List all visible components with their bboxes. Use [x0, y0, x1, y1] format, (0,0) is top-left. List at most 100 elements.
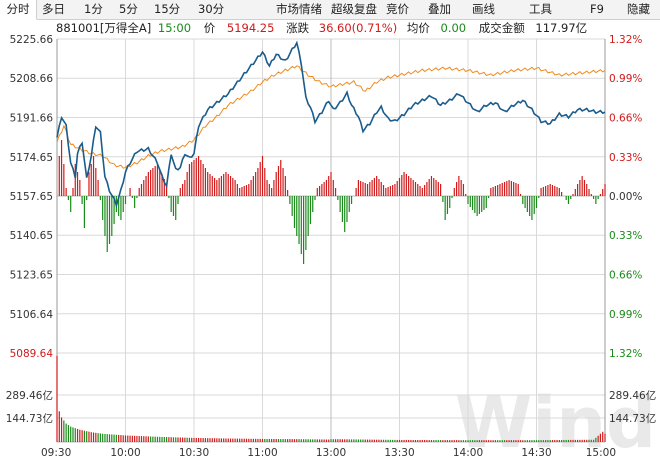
volume-bar: [152, 436, 154, 442]
momentum-bar: [95, 168, 97, 196]
volume-bar: [277, 439, 280, 442]
tab-5min[interactable]: 5分: [119, 2, 138, 16]
momentum-bar: [328, 176, 330, 196]
momentum-bar: [152, 168, 154, 196]
volume-bar: [455, 440, 458, 442]
volume-bar: [519, 440, 522, 442]
volume-bar: [337, 439, 339, 442]
momentum-bar: [216, 180, 218, 196]
volume-bar: [440, 440, 442, 442]
momentum-bar: [298, 196, 300, 244]
volume-bar: [241, 438, 243, 442]
momentum-bar: [524, 196, 526, 208]
momentum-bar: [556, 187, 558, 196]
momentum-bar: [348, 196, 350, 212]
index-code: 881001[万得全A]: [56, 21, 152, 35]
volume-tick-label-right: 289.46亿: [609, 389, 656, 402]
volume-bar: [595, 437, 597, 442]
momentum-bar: [382, 185, 385, 196]
tab-1min[interactable]: 1分: [84, 2, 103, 16]
volume-tick-label: 144.73亿: [6, 412, 53, 425]
price-label: 价: [203, 21, 216, 35]
time-tick-label: 09:30: [41, 447, 71, 459]
super-review-button[interactable]: 超级复盘: [331, 2, 377, 16]
volume-bar: [79, 429, 81, 442]
volume-bar: [346, 439, 348, 442]
momentum-bar: [197, 156, 200, 196]
momentum-bar: [581, 176, 583, 196]
volume-bar: [118, 434, 120, 442]
momentum-bar: [501, 183, 503, 196]
momentum-bar: [588, 189, 590, 196]
momentum-bar: [540, 188, 542, 196]
volume-bar: [554, 440, 556, 442]
f9-button[interactable]: F9: [590, 2, 604, 16]
momentum-bar: [364, 183, 366, 196]
percent-tick-label: 0.00%: [609, 191, 642, 203]
momentum-bar: [334, 188, 337, 196]
volume-bar: [145, 436, 147, 442]
momentum-bar: [604, 184, 606, 196]
volume-bar: [325, 439, 328, 442]
auction-button[interactable]: 竞价: [386, 2, 409, 16]
momentum-bar: [538, 196, 540, 198]
volume-bar: [120, 435, 122, 442]
momentum-bar: [184, 180, 186, 196]
volume-bar: [586, 439, 588, 442]
tab-30min[interactable]: 30分: [198, 2, 225, 16]
volume-bar: [115, 434, 117, 442]
volume-bar: [376, 439, 378, 442]
volume-bar: [102, 433, 104, 442]
volume-bar: [547, 440, 549, 442]
volume-bar: [348, 439, 350, 442]
momentum-bar: [440, 184, 442, 196]
momentum-bar: [357, 180, 359, 196]
volume-bar: [492, 440, 494, 442]
momentum-bar: [120, 196, 122, 220]
overlay-button[interactable]: 叠加: [428, 2, 451, 16]
hide-button[interactable]: 隐藏: [627, 2, 650, 16]
momentum-bar: [186, 172, 188, 196]
volume-bar: [293, 439, 296, 442]
volume-bar: [401, 439, 403, 442]
momentum-bar: [218, 178, 220, 196]
tab-intraday[interactable]: 分时: [0, 0, 37, 20]
momentum-bar: [487, 196, 490, 198]
volume-bar: [567, 439, 570, 442]
momentum-bar: [300, 196, 302, 254]
volume-bar: [312, 439, 314, 442]
momentum-bar: [366, 184, 369, 196]
volume-bar: [549, 440, 551, 442]
market-sentiment-button[interactable]: 市场情绪: [276, 2, 322, 16]
tab-15min[interactable]: 15分: [154, 2, 181, 16]
momentum-bar: [467, 196, 469, 204]
momentum-bar: [412, 180, 414, 196]
momentum-bar: [398, 178, 401, 196]
volume-bar: [506, 440, 508, 442]
volume-bar: [526, 440, 528, 442]
momentum-bar: [67, 196, 70, 200]
momentum-bar: [510, 181, 512, 196]
volume-bar: [252, 438, 254, 442]
tools-button[interactable]: 工具: [529, 2, 552, 16]
draw-line-button[interactable]: 画线: [472, 2, 495, 16]
volume-bar: [287, 439, 289, 442]
tab-multi-day[interactable]: 多日: [42, 2, 65, 16]
momentum-bar: [519, 194, 522, 196]
time-tick-label: 13:00: [316, 447, 346, 459]
momentum-bar: [177, 196, 179, 204]
volume-bar: [501, 440, 503, 442]
momentum-bar: [417, 184, 419, 196]
volume-bar: [113, 434, 115, 442]
momentum-bar: [387, 187, 389, 196]
volume-bar: [529, 440, 531, 442]
momentum-bar: [458, 176, 460, 196]
momentum-bar: [293, 196, 296, 228]
volume-bar: [451, 440, 453, 442]
price-tick-label: 5106.64: [10, 309, 54, 321]
momentum-bar: [191, 162, 193, 196]
momentum-bar: [63, 164, 65, 196]
volume-bar: [60, 417, 63, 442]
volume-bar: [579, 439, 581, 442]
